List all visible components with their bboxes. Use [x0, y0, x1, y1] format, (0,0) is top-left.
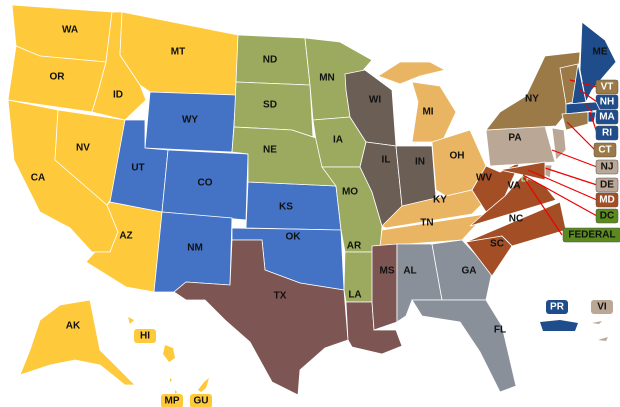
- callout-line-CT: [566, 121, 596, 151]
- tag-bg-RI: [595, 125, 619, 141]
- tag-label-MD: MD: [599, 195, 615, 206]
- tag-RI[interactable]: RI: [595, 125, 619, 141]
- tag-label-CT: CT: [598, 145, 611, 156]
- tag-bg-NJ: [595, 159, 619, 175]
- state-CT[interactable]: [561, 111, 589, 131]
- callout-line-DE: [544, 167, 598, 186]
- tag-label-HI: HI: [140, 331, 150, 342]
- state-AK[interactable]: [19, 299, 136, 386]
- callout-line-FEDERAL: [523, 177, 563, 236]
- tag-bg-MP: [161, 394, 183, 407]
- tag-FEDERAL[interactable]: FEDERAL: [562, 227, 620, 243]
- tag-label-NH: NH: [600, 97, 614, 108]
- state-KS[interactable]: [245, 181, 342, 231]
- state-VA[interactable]: [469, 175, 557, 227]
- tag-label-PR: PR: [550, 302, 565, 313]
- state-TX[interactable]: [173, 239, 349, 396]
- state-ME[interactable]: [579, 21, 617, 104]
- callout-line-NH: [579, 89, 598, 103]
- tag-MP[interactable]: MP: [161, 394, 183, 407]
- state-NJ[interactable]: [551, 127, 567, 161]
- territory-HI[interactable]: [128, 317, 175, 362]
- state-ND[interactable]: [235, 34, 311, 86]
- tag-NJ[interactable]: NJ: [595, 159, 619, 175]
- tag-GU[interactable]: GU: [190, 394, 212, 407]
- tag-VI[interactable]: VI: [591, 300, 613, 314]
- state-MD[interactable]: [499, 161, 546, 181]
- tag-MA[interactable]: MA: [595, 109, 619, 125]
- tag-label-FEDERAL: FEDERAL: [568, 230, 615, 241]
- state-GA[interactable]: [431, 239, 493, 301]
- tag-label-VI: VI: [597, 302, 607, 313]
- territory-PR[interactable]: [540, 320, 578, 331]
- state-MS[interactable]: [371, 243, 398, 331]
- tag-bg-VT: [595, 79, 619, 95]
- tag-bg-FEDERAL: [562, 227, 620, 243]
- callout-line-VT: [569, 79, 598, 88]
- tag-label-DC: DC: [600, 211, 614, 222]
- tag-bg-VI: [591, 300, 613, 314]
- tag-label-GU: GU: [194, 396, 209, 407]
- tag-NH[interactable]: NH: [595, 94, 619, 110]
- state-MI-upper-peninsula[interactable]: [377, 61, 447, 85]
- tag-bg-DE: [595, 177, 619, 193]
- callout-line-NJ: [551, 149, 598, 168]
- tag-bg-MA: [595, 109, 619, 125]
- tag-VT[interactable]: VT: [595, 79, 619, 95]
- tag-PR[interactable]: PR: [546, 300, 568, 314]
- state-SC[interactable]: [465, 235, 513, 277]
- tag-bg-HI: [134, 329, 156, 343]
- tag-label-DE: DE: [600, 180, 614, 191]
- tag-CT[interactable]: CT: [593, 142, 617, 158]
- state-NE[interactable]: [231, 126, 337, 187]
- tag-DC[interactable]: DC: [595, 208, 619, 224]
- state-MI[interactable]: [411, 81, 457, 143]
- tag-DE[interactable]: DE: [595, 177, 619, 193]
- tag-label-NJ: NJ: [601, 162, 614, 173]
- territory-MP[interactable]: [170, 378, 177, 394]
- tag-label-MA: MA: [599, 112, 615, 123]
- state-CO[interactable]: [161, 149, 249, 221]
- state-WY[interactable]: [144, 91, 237, 153]
- territory-VI[interactable]: [592, 321, 608, 341]
- tag-bg-DC: [595, 208, 619, 224]
- territory-GU[interactable]: [198, 378, 209, 392]
- tag-label-MP: MP: [165, 396, 180, 407]
- tag-bg-CT: [593, 142, 617, 158]
- tag-bg-MD: [595, 192, 619, 208]
- callout-line-DC: [522, 174, 598, 217]
- state-NM[interactable]: [153, 211, 233, 293]
- tag-bg-GU: [190, 394, 212, 407]
- state-FL[interactable]: [411, 299, 517, 393]
- tag-label-RI: RI: [602, 128, 612, 139]
- tag-MD[interactable]: MD: [595, 192, 619, 208]
- tag-bg-PR: [546, 300, 568, 314]
- state-IN[interactable]: [395, 145, 437, 207]
- callout-line-MD: [527, 169, 598, 201]
- state-PA[interactable]: [485, 125, 556, 167]
- tag-HI[interactable]: HI: [134, 329, 156, 343]
- tag-label-VT: VT: [601, 82, 614, 93]
